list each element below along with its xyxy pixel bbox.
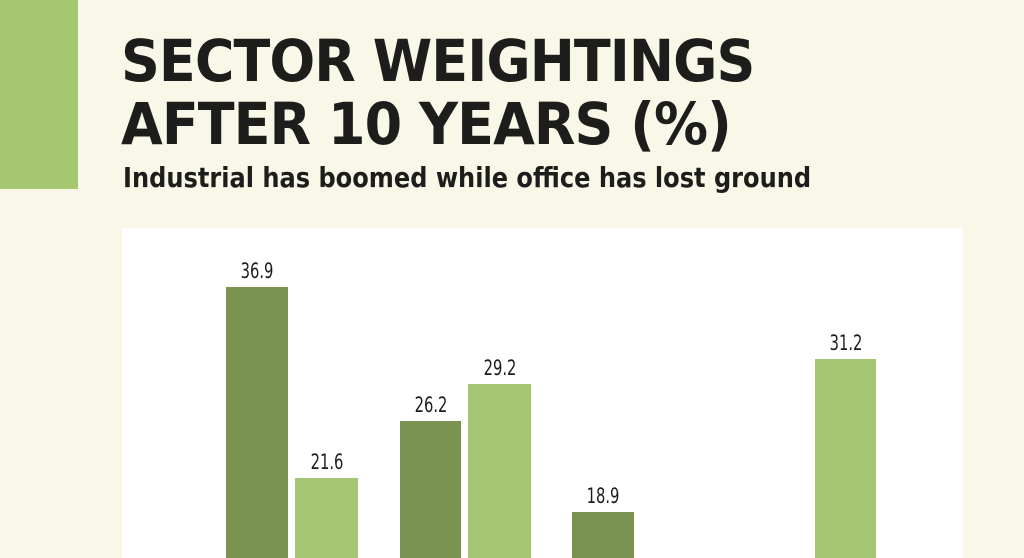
- bar-value-label: 18.9: [586, 484, 620, 509]
- bar-value-label: 26.2: [414, 393, 447, 418]
- bar-value-label: 21.6: [310, 450, 343, 475]
- chart-subtitle: Industrial has boomed while office has l…: [123, 161, 812, 194]
- chart-title: SECTOR WEIGHTINGS AFTER 10 YEARS (%): [121, 27, 755, 158]
- bar-value-label: 36.9: [240, 259, 274, 284]
- bar-group2-light: [468, 383, 531, 558]
- bar-group4-light: [815, 358, 876, 558]
- bar-value-label: 29.2: [483, 355, 516, 380]
- bar-value-label: 31.2: [829, 330, 862, 355]
- bar-group1-light: [295, 478, 358, 558]
- chart-panel: 36.9 21.6 26.2 29.2 18.9 31.2: [122, 228, 963, 558]
- bar-group3-dark: [572, 512, 634, 558]
- title-line-1: SECTOR WEIGHTINGS: [121, 27, 755, 95]
- bar-group2-dark: [400, 421, 461, 558]
- bar-group1-dark: [226, 287, 288, 558]
- title-line-2: AFTER 10 YEARS (%): [121, 90, 732, 158]
- accent-block: [0, 0, 78, 189]
